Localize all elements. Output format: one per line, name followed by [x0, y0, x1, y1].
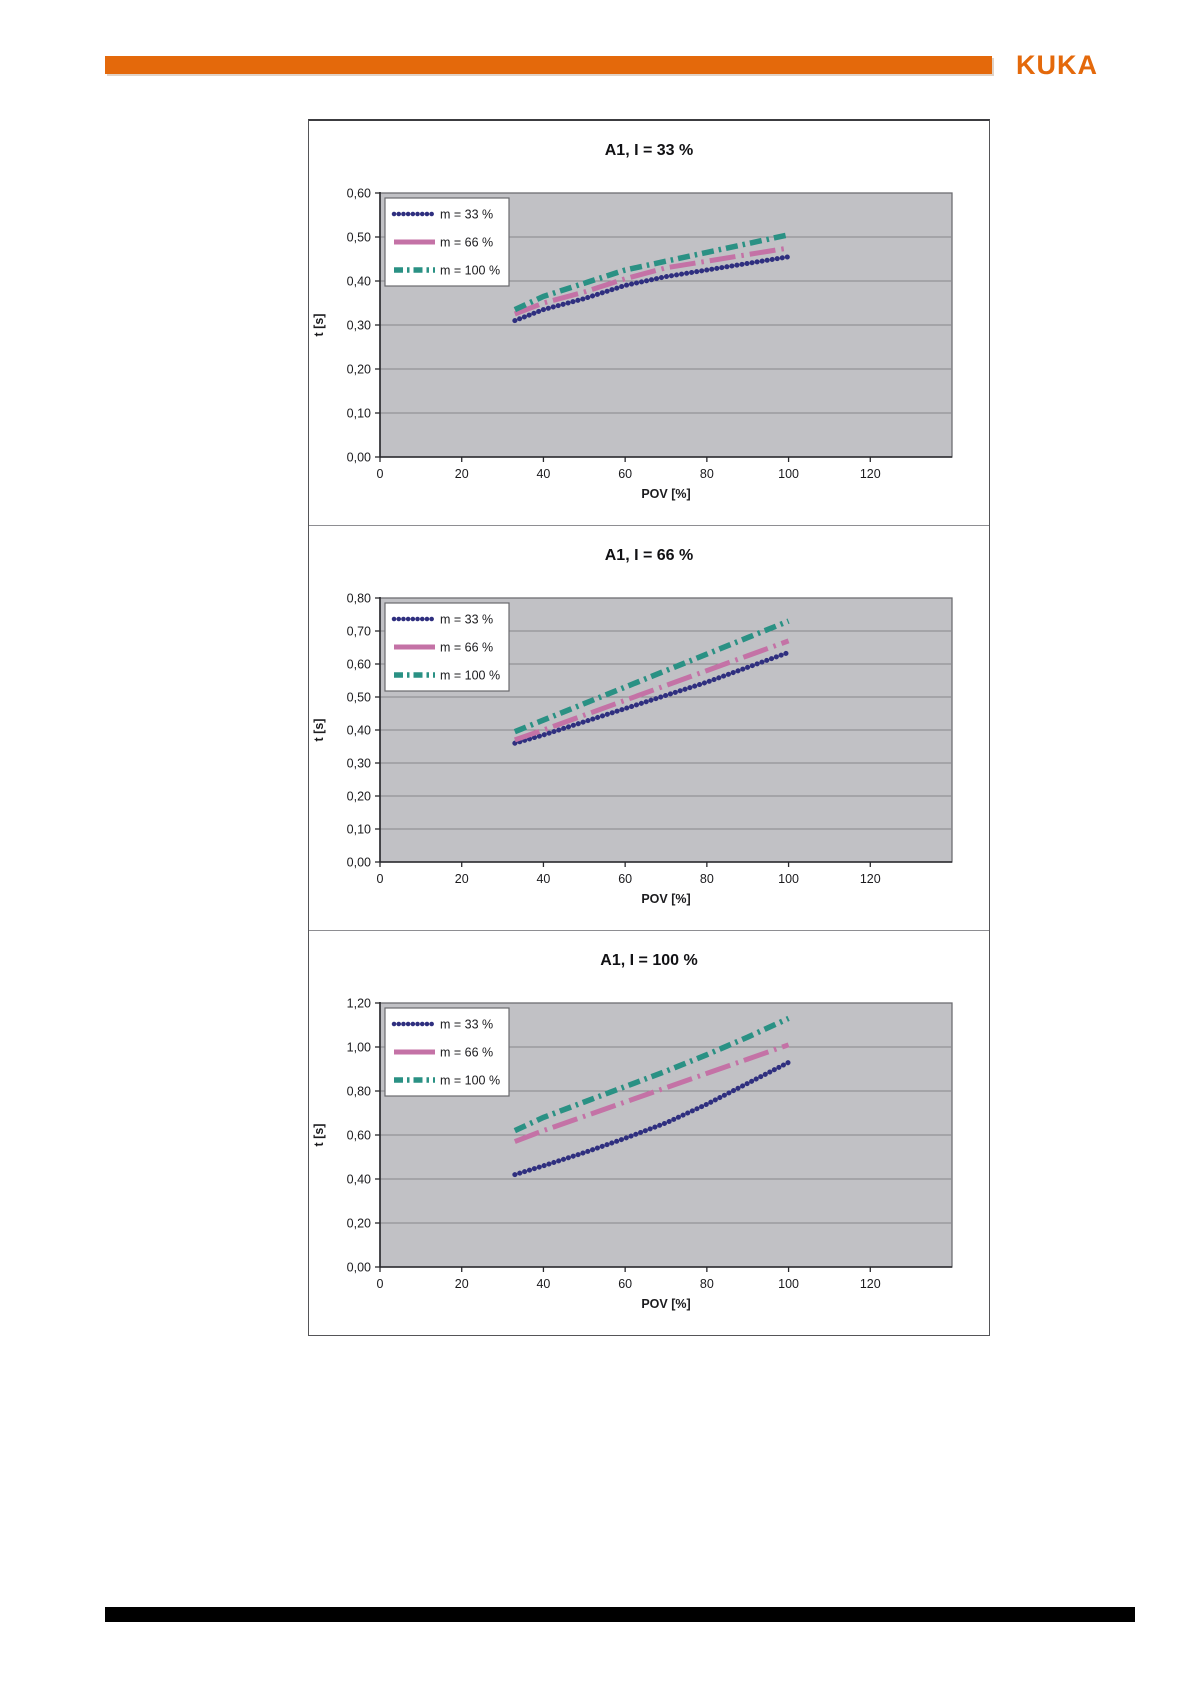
- series-line-66: [514, 638, 790, 743]
- chart-panel-a1-i66: A1, I = 66 % 0,00 0,10 0,20 0,30 0,40 0,50 0,6…: [309, 525, 989, 930]
- series-line-33: [512, 649, 792, 746]
- x-tick-label: 100: [778, 1277, 799, 1291]
- x-tick-label: 120: [860, 872, 881, 886]
- x-tick-label: 120: [860, 467, 881, 481]
- y-tick-label: 0,20: [347, 1217, 371, 1231]
- y-tick-label: 0,00: [347, 451, 371, 465]
- x-axis-title: POV [%]: [641, 487, 690, 501]
- chart-panel-a1-i33: A1, I = 33 % 0,00 0,10 0,20 0,30 0,40 0,50 0,6…: [309, 121, 989, 525]
- x-tick-label: 20: [455, 1277, 469, 1291]
- legend-label: m = 100 %: [440, 264, 500, 278]
- x-tick-label: 20: [455, 872, 469, 886]
- x-axis-title: POV [%]: [641, 892, 690, 906]
- y-tick-label: 0,00: [347, 856, 371, 870]
- legend-label: m = 66 %: [440, 236, 493, 250]
- kuka-logo: KUKA: [1016, 50, 1098, 80]
- legend-label: m = 66 %: [440, 1046, 493, 1060]
- chart-a1-i100: 0,00 0,20 0,40 0,60 0,80 1,00 1,20 0 20 40 60 80 100…: [312, 997, 953, 1311]
- y-tick-label: 0,40: [347, 1173, 371, 1187]
- y-tick-label: 0,50: [347, 691, 371, 705]
- y-tick-label: 0,40: [347, 275, 371, 289]
- y-tick-label: 0,40: [347, 724, 371, 738]
- y-tick-label: 0,30: [347, 757, 371, 771]
- series-line-100: [513, 1015, 790, 1134]
- y-tick-label: 0,60: [347, 187, 371, 201]
- x-tick-label: 40: [536, 467, 550, 481]
- y-tick-label: 1,20: [347, 997, 371, 1011]
- y-tick-label: 0,80: [347, 592, 371, 606]
- x-tick-label: 100: [778, 467, 799, 481]
- legend-label: m = 33 %: [440, 1018, 493, 1032]
- y-tick-label: 1,00: [347, 1041, 371, 1055]
- y-tick-label: 0,00: [347, 1261, 371, 1275]
- chart-title: A1, I = 33 %: [604, 142, 694, 159]
- x-tick-label: 80: [700, 1277, 714, 1291]
- legend-label: m = 100 %: [440, 1074, 500, 1088]
- legend-label: m = 66 %: [440, 641, 493, 655]
- chart-a1-i66: 0,00 0,10 0,20 0,30 0,40 0,50 0,60 0,70 0,80 0 20 4…: [312, 592, 953, 906]
- x-tick-label: 0: [377, 1277, 384, 1291]
- x-tick-label: 80: [700, 872, 714, 886]
- x-tick-label: 60: [618, 872, 632, 886]
- x-tick-label: 80: [700, 467, 714, 481]
- y-tick-label: 0,60: [347, 1129, 371, 1143]
- header-rule-bar: [105, 56, 992, 74]
- series-line-100: [513, 618, 790, 735]
- y-tick-label: 0,20: [347, 790, 371, 804]
- x-axis-title: POV [%]: [641, 1297, 690, 1311]
- series-line-66: [513, 245, 789, 317]
- chart-title: A1, I = 66 %: [604, 547, 694, 564]
- x-tick-label: 100: [778, 872, 799, 886]
- y-tick-label: 0,30: [347, 319, 371, 333]
- x-tick-label: 20: [455, 467, 469, 481]
- chart-title: A1, I = 100 %: [600, 952, 698, 969]
- series-line-33: [512, 254, 792, 324]
- y-tick-label: 0,10: [347, 407, 371, 421]
- y-axis-title: t [s]: [312, 1124, 326, 1147]
- x-tick-label: 120: [860, 1277, 881, 1291]
- x-tick-label: 0: [377, 467, 384, 481]
- legend-label: m = 100 %: [440, 669, 500, 683]
- x-tick-label: 40: [536, 872, 550, 886]
- x-tick-label: 0: [377, 872, 384, 886]
- series-line-66: [513, 1042, 790, 1144]
- y-tick-label: 0,60: [347, 658, 371, 672]
- charts-frame: A1, I = 33 % 0,00 0,10 0,20 0,30 0,40 0,50 0,6…: [308, 119, 990, 1336]
- x-tick-label: 60: [618, 1277, 632, 1291]
- y-tick-label: 0,10: [347, 823, 371, 837]
- y-tick-label: 0,20: [347, 363, 371, 377]
- legend-label: m = 33 %: [440, 613, 493, 627]
- chart-panel-a1-i100: A1, I = 100 % 0,00 0,20 0,40 0,60 0,80 1,00 1,…: [309, 930, 989, 1335]
- y-tick-label: 0,50: [347, 231, 371, 245]
- chart-a1-i33: 0,00 0,10 0,20 0,30 0,40 0,50 0,60 0 20 40 60 80 100…: [312, 187, 953, 501]
- y-axis-title: t [s]: [312, 719, 326, 742]
- legend-label: m = 33 %: [440, 208, 493, 222]
- series-line-33: [512, 1059, 792, 1178]
- footer-rule-bar: [105, 1607, 1135, 1622]
- y-tick-label: 0,70: [347, 625, 371, 639]
- y-axis-title: t [s]: [312, 314, 326, 337]
- x-tick-label: 60: [618, 467, 632, 481]
- x-tick-label: 40: [536, 1277, 550, 1291]
- y-tick-label: 0,80: [347, 1085, 371, 1099]
